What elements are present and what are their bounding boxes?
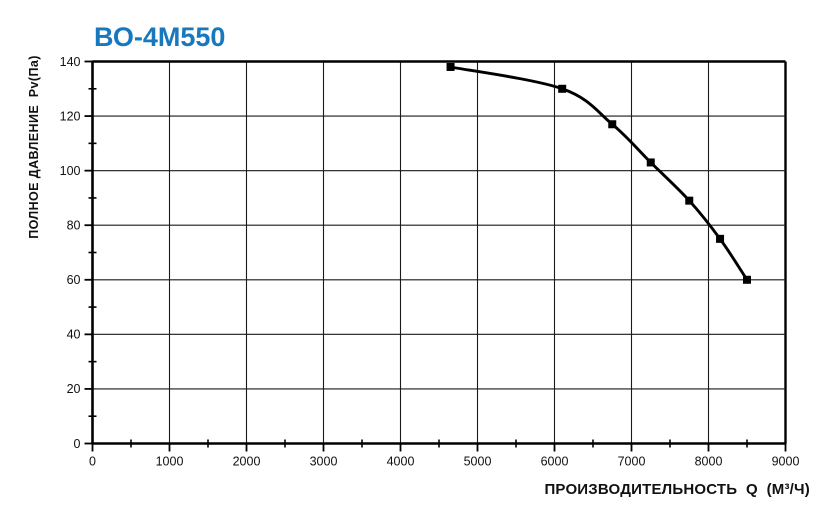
x-tick-label: 9000	[772, 455, 800, 469]
x-tick-label: 8000	[695, 455, 723, 469]
y-tick-label: 140	[60, 55, 81, 69]
y-tick-label: 20	[67, 382, 81, 396]
data-point-marker	[685, 196, 694, 205]
chart-title: ВО-4М550	[94, 22, 226, 52]
x-tick-label: 0	[89, 455, 96, 469]
y-tick-label: 0	[74, 437, 81, 451]
data-point-marker	[446, 62, 455, 71]
x-tick-label: 6000	[541, 455, 569, 469]
x-tick-label: 3000	[310, 455, 338, 469]
x-tick-label: 7000	[618, 455, 646, 469]
data-point-marker	[646, 158, 655, 167]
y-tick-label: 80	[67, 219, 81, 233]
data-point-marker	[558, 84, 567, 93]
data-point-marker	[743, 275, 751, 284]
y-tick-label: 100	[60, 164, 81, 178]
data-point-marker	[608, 120, 617, 129]
y-tick-label: 40	[67, 328, 81, 342]
y-tick-label: 60	[67, 273, 81, 287]
y-tick-label: 120	[60, 109, 81, 123]
x-tick-label: 2000	[233, 455, 261, 469]
x-tick-label: 4000	[387, 455, 415, 469]
x-axis-label: ПРОИЗВОДИТЕЛЬНОСТЬ Q (М³/Ч)	[544, 481, 810, 498]
x-tick-label: 5000	[464, 455, 492, 469]
x-tick-label: 1000	[156, 455, 184, 469]
data-point-marker	[716, 234, 725, 243]
pressure-curve	[449, 65, 749, 282]
